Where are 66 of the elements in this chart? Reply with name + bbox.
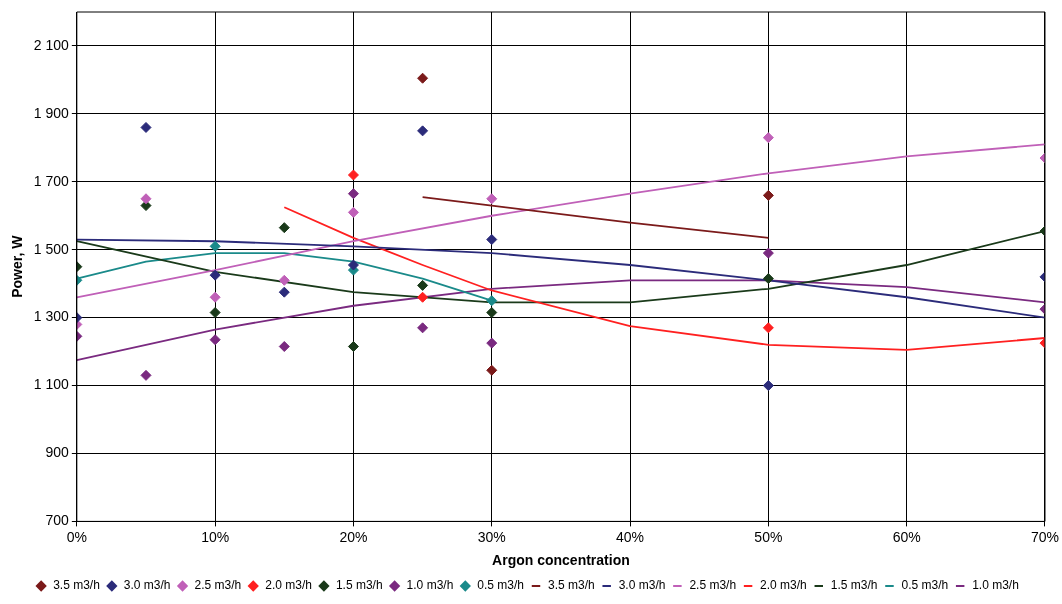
point	[762, 132, 774, 144]
point	[209, 334, 221, 346]
point	[347, 259, 359, 271]
legend-label: 3.0 m3/h	[618, 578, 666, 593]
point	[347, 188, 359, 200]
point	[209, 240, 221, 252]
point	[417, 279, 429, 291]
point	[762, 273, 774, 285]
x-tick-label: 30%	[477, 528, 506, 545]
legend-label: 3.5 m3/h	[53, 578, 100, 593]
y-axis-title: Power, W	[9, 234, 26, 298]
point	[209, 291, 221, 303]
point	[209, 307, 221, 319]
point	[278, 286, 290, 298]
legend-label: 1.0 m3/h	[972, 578, 1019, 593]
point	[140, 121, 152, 133]
point	[417, 322, 429, 334]
point	[486, 337, 498, 349]
x-tick-label: 70%	[1030, 528, 1060, 545]
point	[486, 364, 498, 376]
point	[762, 247, 774, 259]
x-tick-label: 10%	[201, 528, 230, 545]
x-tick-label: 20%	[339, 528, 368, 545]
legend-label: 1.0 m3/h	[406, 578, 454, 593]
point	[140, 193, 152, 205]
x-axis-title: Argon concentration	[492, 552, 630, 569]
y-tick-label: 700	[45, 512, 70, 529]
legend-label: 3.5 m3/h	[548, 578, 595, 593]
point	[278, 274, 290, 286]
x-tick-label: 60%	[892, 528, 921, 545]
point	[278, 341, 290, 353]
legend-label: 2.5 m3/h	[194, 578, 242, 593]
legend-label: 3.0 m3/h	[123, 578, 171, 593]
point	[486, 234, 498, 246]
point	[486, 295, 498, 307]
point	[417, 72, 429, 84]
x-tick-label: 40%	[616, 528, 645, 545]
x-tick-label: 50%	[754, 528, 783, 545]
legend-label: 2.0 m3/h	[265, 578, 312, 593]
x-tick-label: 0%	[66, 528, 87, 545]
y-tick-label: 1 500	[33, 240, 70, 257]
legend-label: 2.5 m3/h	[689, 578, 737, 593]
point	[347, 169, 359, 181]
legend-label: 0.5 m3/h	[477, 578, 525, 593]
legend-label: 1.5 m3/h	[335, 578, 383, 593]
y-tick-label: 1 700	[33, 172, 70, 189]
legend-label: 1.5 m3/h	[830, 578, 878, 593]
y-tick-label: 2 100	[33, 36, 70, 53]
point	[762, 322, 774, 334]
legend-label: 0.5 m3/h	[901, 578, 949, 593]
point	[347, 341, 359, 353]
y-tick-label: 1 300	[33, 308, 70, 325]
y-tick-label: 1 100	[33, 376, 70, 393]
legend-label: 2.0 m3/h	[760, 578, 807, 593]
point	[417, 125, 429, 137]
point	[209, 269, 221, 281]
point	[486, 193, 498, 205]
point	[278, 222, 290, 234]
y-tick-label: 1 900	[33, 104, 70, 121]
point	[762, 189, 774, 201]
y-tick-label: 900	[45, 444, 70, 461]
point	[140, 369, 152, 381]
point	[762, 380, 774, 392]
point	[347, 206, 359, 218]
point	[417, 291, 429, 303]
point	[486, 307, 498, 319]
